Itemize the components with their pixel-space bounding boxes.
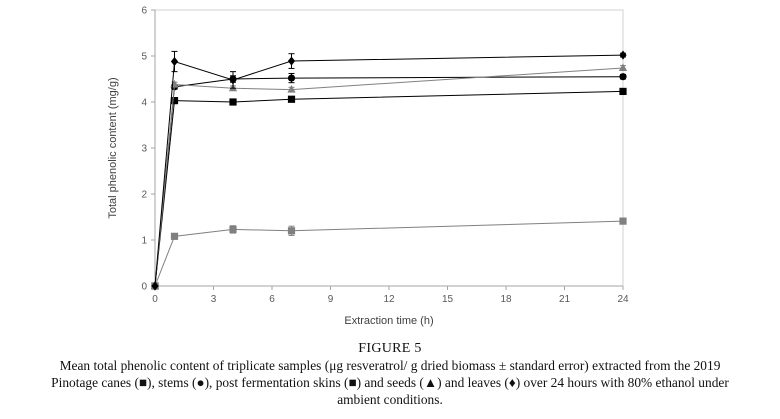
x-axis-title: Extraction time (h) <box>344 315 433 327</box>
caption-line-1: Mean total phenolic content of triplicat… <box>59 358 721 373</box>
data-point-square <box>287 227 296 235</box>
series-line <box>154 220 624 287</box>
y-tick-label: 2 <box>141 190 147 201</box>
data-point-triangle <box>618 63 628 72</box>
x-tick-label: 24 <box>617 294 629 305</box>
y-tick-label: 3 <box>141 144 147 155</box>
data-point-square <box>619 217 627 225</box>
y-axis-title: Total phenolic content (mg/g) <box>107 77 119 218</box>
x-tick-label: 0 <box>152 294 158 305</box>
figure-caption: FIGURE 5 Mean total phenolic content of … <box>0 340 780 408</box>
series-stems <box>151 72 627 290</box>
y-tick-label: 0 <box>141 282 147 293</box>
x-tick-label: 9 <box>328 294 334 305</box>
x-tick-label: 3 <box>211 294 217 305</box>
y-tick-label: 1 <box>141 236 147 247</box>
series-line <box>154 90 624 287</box>
figure-label: FIGURE 5 <box>358 341 422 356</box>
series-post-fermentation-skins <box>151 217 627 290</box>
y-tick-label: 4 <box>141 98 147 109</box>
data-point-diamond <box>170 56 179 67</box>
data-point-square <box>619 87 627 96</box>
series-layer <box>150 50 628 291</box>
x-tick-label: 21 <box>559 294 571 305</box>
y-tick-label: 6 <box>141 6 147 17</box>
data-point-square <box>229 98 237 106</box>
data-point-square <box>170 232 179 240</box>
x-tick-label: 15 <box>442 294 454 305</box>
series-line <box>154 67 624 287</box>
data-point-triangle <box>287 84 296 93</box>
plot-area-border <box>154 9 624 287</box>
data-point-triangle <box>170 79 179 88</box>
data-point-circle <box>287 74 296 82</box>
data-point-diamond <box>287 56 296 66</box>
x-tick-label: 18 <box>500 294 512 305</box>
series-line <box>154 76 624 287</box>
caption-line-3: ambient conditions. <box>337 392 443 407</box>
data-point-square <box>287 95 296 103</box>
data-point-circle <box>619 73 627 81</box>
series-canes <box>151 87 627 290</box>
data-point-square <box>229 225 237 234</box>
data-point-diamond <box>229 75 237 85</box>
data-point-diamond <box>619 50 627 60</box>
series-leaves <box>151 50 627 291</box>
x-tick-label: 12 <box>383 294 395 305</box>
x-tick-label: 6 <box>269 294 275 305</box>
data-point-square <box>170 97 179 105</box>
series-line <box>154 54 624 287</box>
y-tick-label: 5 <box>141 52 147 63</box>
data-point-diamond <box>151 281 159 291</box>
caption-line-2: Pinotage canes (■), stems (●), post ferm… <box>51 375 729 390</box>
